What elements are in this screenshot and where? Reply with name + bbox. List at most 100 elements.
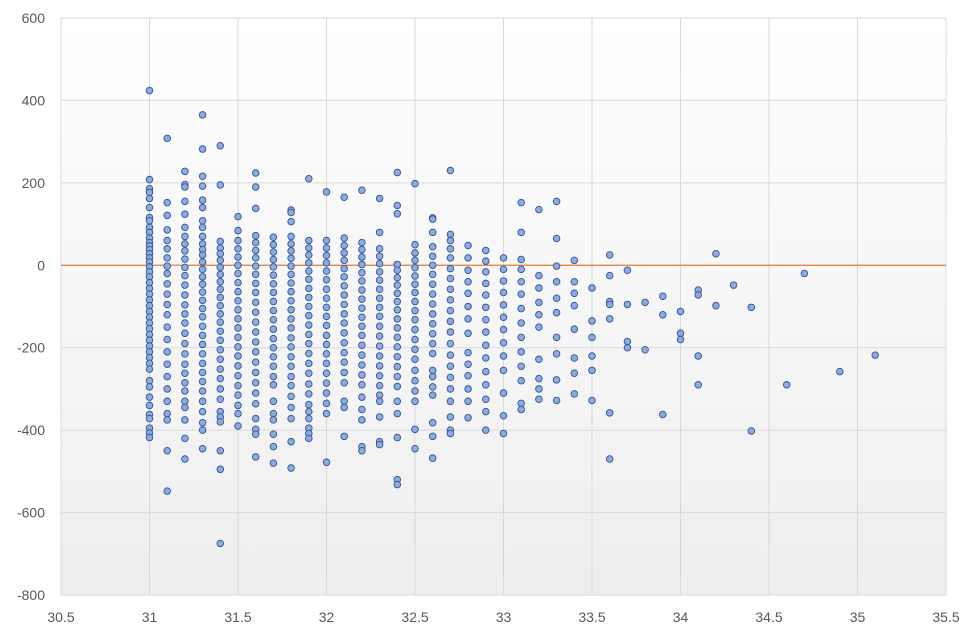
data-point [181, 271, 189, 280]
data-point [411, 280, 419, 288]
data-point [269, 271, 278, 279]
data-point [340, 319, 348, 327]
data-point [393, 372, 402, 381]
data-point [552, 308, 561, 317]
data-point [181, 263, 189, 272]
data-point [216, 318, 225, 326]
data-point [482, 291, 490, 299]
data-point [446, 296, 455, 304]
y-tick-label: -800 [17, 587, 45, 603]
data-point [358, 393, 366, 401]
data-point [251, 279, 260, 288]
data-point [181, 197, 189, 206]
x-tick-label: 34.5 [755, 609, 782, 625]
data-point [234, 261, 242, 270]
data-point [269, 416, 278, 424]
data-point [322, 409, 331, 418]
data-point [393, 397, 402, 406]
data-point [251, 338, 260, 346]
data-point [198, 280, 207, 288]
data-point [411, 376, 419, 385]
data-point [623, 300, 632, 309]
data-point [375, 294, 384, 303]
data-point [305, 330, 313, 339]
data-point [340, 273, 348, 281]
data-point [287, 324, 295, 332]
data-point [322, 275, 331, 284]
data-point [322, 359, 331, 368]
data-point [517, 362, 525, 371]
data-point [145, 203, 154, 212]
data-point [251, 348, 260, 356]
data-point [305, 259, 313, 267]
data-point [269, 381, 278, 389]
data-point [358, 313, 366, 321]
data-point [358, 245, 366, 254]
data-point [145, 433, 154, 442]
y-tick-label: -200 [17, 340, 45, 356]
data-point [305, 302, 313, 311]
data-point [163, 487, 171, 495]
data-point [499, 429, 508, 438]
data-point [393, 433, 402, 442]
data-point [411, 256, 419, 265]
data-point [499, 313, 508, 321]
data-point [163, 245, 171, 253]
data-point [358, 253, 366, 261]
data-point [375, 381, 384, 390]
data-point [322, 259, 331, 267]
data-point [393, 362, 402, 371]
data-point [358, 351, 366, 359]
data-point [623, 343, 632, 352]
data-point [234, 287, 242, 296]
data-point [411, 315, 419, 324]
data-point [216, 256, 225, 265]
data-point [322, 188, 331, 196]
data-point [358, 260, 366, 269]
data-point [181, 329, 189, 338]
x-tick-label: 31.5 [224, 609, 251, 625]
data-point [552, 262, 561, 270]
data-point [641, 346, 649, 354]
data-point [305, 284, 313, 293]
x-tick-label: 33 [496, 609, 512, 625]
data-point [446, 236, 455, 245]
x-tick-label: 35.5 [932, 609, 959, 625]
data-point [287, 262, 295, 270]
data-point [181, 167, 189, 176]
data-point [570, 325, 579, 333]
data-point [305, 236, 313, 245]
data-point [517, 278, 525, 286]
data-point [836, 367, 844, 376]
data-point [287, 353, 295, 361]
data-point [322, 236, 331, 245]
data-point [234, 352, 242, 360]
data-point [517, 376, 525, 385]
data-point [251, 358, 260, 366]
data-point [322, 285, 331, 293]
data-point [322, 379, 331, 387]
data-point [251, 378, 260, 387]
data-point [198, 407, 207, 416]
data-point [499, 411, 508, 420]
data-point [588, 396, 596, 405]
data-point [198, 397, 207, 406]
data-point [393, 306, 402, 314]
data-point [216, 327, 225, 335]
data-point [411, 325, 419, 334]
data-point [605, 409, 614, 417]
x-tick-label: 35 [850, 609, 866, 625]
data-point [287, 315, 295, 323]
data-point [552, 234, 561, 243]
data-point [446, 254, 455, 262]
data-point [216, 301, 225, 310]
data-point [287, 240, 295, 248]
data-point [499, 301, 508, 309]
data-point [411, 179, 419, 188]
data-point [287, 208, 295, 217]
data-point [340, 339, 348, 347]
data-point [234, 296, 242, 305]
data-point [198, 203, 207, 212]
data-point [234, 371, 242, 380]
data-point [322, 458, 331, 467]
